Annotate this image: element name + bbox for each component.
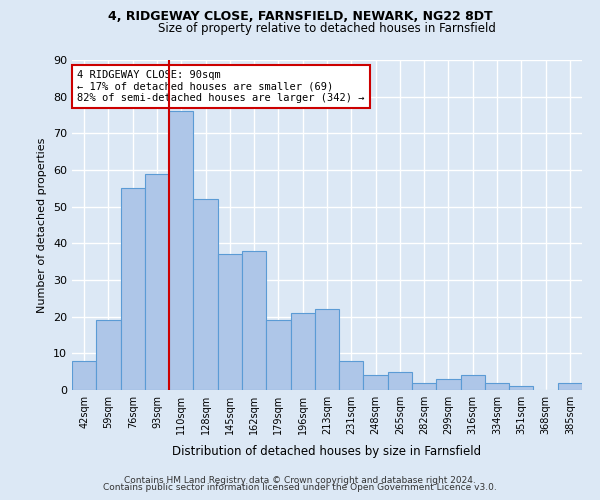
Title: Size of property relative to detached houses in Farnsfield: Size of property relative to detached ho…	[158, 22, 496, 35]
Bar	[193, 200, 218, 390]
Bar	[96, 320, 121, 390]
Bar	[169, 112, 193, 390]
Text: Contains HM Land Registry data © Crown copyright and database right 2024.: Contains HM Land Registry data © Crown c…	[124, 476, 476, 485]
Bar	[339, 360, 364, 390]
Bar	[242, 250, 266, 390]
Bar	[461, 376, 485, 390]
Text: 4, RIDGEWAY CLOSE, FARNSFIELD, NEWARK, NG22 8DT: 4, RIDGEWAY CLOSE, FARNSFIELD, NEWARK, N…	[107, 10, 493, 23]
Bar	[315, 310, 339, 390]
Bar	[290, 313, 315, 390]
Y-axis label: Number of detached properties: Number of detached properties	[37, 138, 47, 312]
Bar	[72, 360, 96, 390]
Bar	[145, 174, 169, 390]
Bar	[436, 379, 461, 390]
Bar	[412, 382, 436, 390]
X-axis label: Distribution of detached houses by size in Farnsfield: Distribution of detached houses by size …	[172, 446, 482, 458]
Text: Contains public sector information licensed under the Open Government Licence v3: Contains public sector information licen…	[103, 484, 497, 492]
Bar	[485, 382, 509, 390]
Bar	[218, 254, 242, 390]
Bar	[364, 376, 388, 390]
Bar	[509, 386, 533, 390]
Bar	[558, 382, 582, 390]
Bar	[388, 372, 412, 390]
Text: 4 RIDGEWAY CLOSE: 90sqm
← 17% of detached houses are smaller (69)
82% of semi-de: 4 RIDGEWAY CLOSE: 90sqm ← 17% of detache…	[77, 70, 365, 103]
Bar	[121, 188, 145, 390]
Bar	[266, 320, 290, 390]
